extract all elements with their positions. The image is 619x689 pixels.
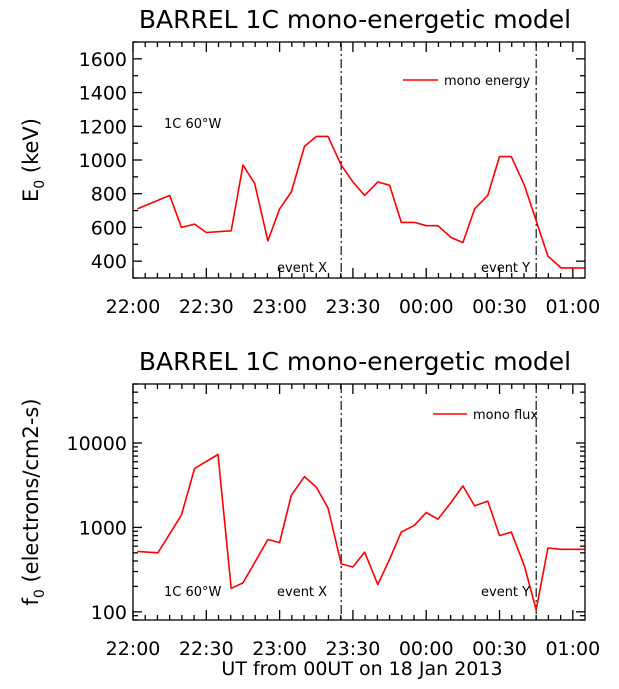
energy-legend: mono energy <box>403 74 531 89</box>
energy-x-ticks: 22:00 22:30 23:00 23:30 00:00 00:30 01:00 <box>106 42 600 318</box>
flux-x-tick-label: 00:30 <box>472 638 527 660</box>
energy-y-tick-label: 800 <box>91 184 127 206</box>
flux-x-tick-label: 22:00 <box>106 638 161 660</box>
flux-y-tick-label: 1000 <box>79 517 127 539</box>
flux-event-x-label: event X <box>277 585 327 600</box>
flux-x-tick-label: 23:00 <box>252 638 307 660</box>
energy-legend-label: mono energy <box>444 74 531 89</box>
flux-panel: BARREL 1C mono-energetic model 100100010… <box>19 347 600 680</box>
mono-flux-series-line <box>137 453 585 611</box>
energy-y-tick-label: 400 <box>91 251 127 273</box>
flux-y-ticks: 100 1000 10000 <box>67 383 585 624</box>
flux-legend-label: mono flux <box>473 408 538 423</box>
flux-event-y-label: event Y <box>481 585 530 600</box>
flux-y-tick-label: 10000 <box>67 433 127 455</box>
energy-y-ticks: 400 600 800 1000 1200 1400 1600 <box>79 41 585 279</box>
energy-event-x-label: event X <box>277 261 327 276</box>
flux-payload-annotation: 1C 60°W <box>164 585 222 600</box>
energy-chart-title: BARREL 1C mono-energetic model <box>139 5 571 34</box>
energy-x-tick-label: 22:00 <box>106 296 161 318</box>
energy-x-tick-label: 22:30 <box>179 296 234 318</box>
flux-y-axis-label: f0 (electrons/cm2-s) <box>19 398 48 605</box>
energy-y-axis-label: E0 (keV) <box>19 118 48 202</box>
flux-x-ticks: 22:00 22:30 23:00 23:30 00:00 00:30 01:00 <box>106 384 600 660</box>
energy-payload-annotation: 1C 60°W <box>164 117 222 132</box>
energy-x-tick-label: 23:00 <box>252 296 307 318</box>
energy-event-lines <box>340 42 537 278</box>
energy-y-tick-label: 1400 <box>79 83 127 105</box>
flux-x-tick-label: 01:00 <box>545 638 600 660</box>
energy-y-tick-label: 1000 <box>79 150 127 172</box>
energy-panel: BARREL 1C mono-energetic model 400 600 800… <box>19 5 600 318</box>
energy-x-tick-label: 00:00 <box>399 296 454 318</box>
energy-x-tick-label: 23:30 <box>326 296 381 318</box>
flux-x-tick-label: 22:30 <box>179 638 234 660</box>
flux-x-tick-label: 00:00 <box>399 638 454 660</box>
flux-y-tick-label: 100 <box>91 602 127 624</box>
energy-x-tick-label: 01:00 <box>545 296 600 318</box>
energy-y-tick-label: 600 <box>91 217 127 239</box>
flux-event-lines <box>340 384 537 620</box>
flux-chart-title: BARREL 1C mono-energetic model <box>139 347 571 376</box>
flux-legend: mono flux <box>433 408 538 423</box>
energy-x-tick-label: 00:30 <box>472 296 527 318</box>
energy-y-tick-label: 1600 <box>79 49 127 71</box>
flux-x-axis-label: UT from 00UT on 18 Jan 2013 <box>221 658 502 680</box>
flux-x-tick-label: 23:30 <box>326 638 381 660</box>
mono-energy-series-line <box>137 135 585 269</box>
energy-y-tick-label: 1200 <box>79 116 127 138</box>
energy-event-y-label: event Y <box>481 261 530 276</box>
